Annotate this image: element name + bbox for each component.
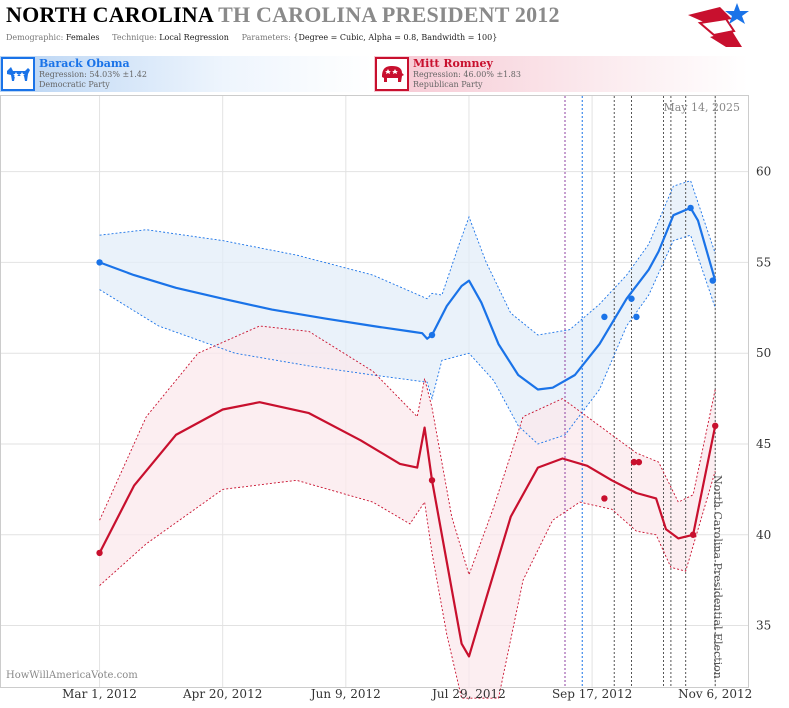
x-tick-label: Sep 17, 2012 xyxy=(552,687,632,701)
regression-line xyxy=(98,401,717,658)
confidence-bands xyxy=(99,180,716,699)
candidate-name: Barack Obama xyxy=(39,57,130,70)
x-tick-label: Apr 20, 2012 xyxy=(182,687,262,701)
poll-points xyxy=(96,204,719,557)
y-tick-label: 50 xyxy=(756,346,771,360)
donkey-icon xyxy=(1,57,35,91)
poll-point xyxy=(601,313,608,321)
candidate-regression: Regression: 54.03% ±1.42 xyxy=(39,70,147,79)
confidence-band xyxy=(99,326,716,699)
page-title: NORTH CAROLINA TH CAROLINA PRESIDENT 201… xyxy=(6,2,560,28)
regression-lines xyxy=(98,180,717,699)
candidate-party: Republican Party xyxy=(413,80,483,89)
poll-point xyxy=(628,295,635,302)
chart-header: NORTH CAROLINA TH CAROLINA PRESIDENT 201… xyxy=(0,0,750,50)
event-lines xyxy=(564,96,716,687)
technique-value: Local Regression xyxy=(159,33,229,42)
x-tick-label: Mar 1, 2012 xyxy=(62,687,137,701)
x-tick-label: Jul 29, 2012 xyxy=(430,687,506,701)
poll-point xyxy=(635,458,643,466)
x-tick-label: Jun 9, 2012 xyxy=(309,687,381,701)
poll-point xyxy=(712,422,719,430)
poll-point xyxy=(428,477,436,484)
poll-point xyxy=(428,331,436,339)
x-tick-label: Nov 6, 2012 xyxy=(678,687,752,701)
title-state: NORTH CAROLINA xyxy=(6,2,213,27)
axes: 35 40 45 50 55 60 Mar 1, 2012 Apr 20, 2012 Jun 9… xyxy=(62,165,771,701)
title-race: TH CAROLINA PRESIDENT 2012 xyxy=(218,2,560,27)
upper-bound-line xyxy=(99,180,716,336)
poll-point xyxy=(687,204,694,212)
regression-line xyxy=(99,206,717,391)
candidate-card-romney: Mitt Romney Regression: 46.00% ±1.83 Rep… xyxy=(374,56,748,92)
y-tick-label: 45 xyxy=(756,437,771,451)
regression-chart: 35 40 45 50 55 60 Mar 1, 2012 Apr 20, 2012 Jun 9… xyxy=(0,95,771,701)
upper-bound-line xyxy=(99,325,716,577)
poll-point xyxy=(601,495,608,502)
poll-point xyxy=(689,531,697,538)
y-tick-label: 60 xyxy=(756,165,771,179)
poll-point xyxy=(633,313,640,321)
y-tick-label: 40 xyxy=(756,528,771,542)
candidate-card-obama: Barack Obama Regression: 54.03% ±1.42 De… xyxy=(0,56,374,92)
watermark: HowWillAmericaVote.com xyxy=(6,670,138,681)
y-tick-label: 35 xyxy=(756,619,771,633)
vertical-label: North Carolina Presidential Election xyxy=(711,475,724,679)
technique-label: Technique: xyxy=(112,33,157,42)
candidate-party: Democratic Party xyxy=(39,80,110,89)
demographic-label: Demographic: xyxy=(6,33,64,42)
parameters-value: {Degree = Cubic, Alpha = 0.8, Bandwidth … xyxy=(293,33,498,42)
lower-bound-line xyxy=(99,234,716,445)
confidence-band xyxy=(99,180,716,444)
parameters-line: Demographic: Females Technique: Local Re… xyxy=(6,33,497,42)
demographic-value: Females xyxy=(65,33,100,42)
site-logo xyxy=(686,1,752,49)
candidate-regression: Regression: 46.00% ±1.83 xyxy=(413,70,521,79)
elephant-icon xyxy=(375,57,409,91)
y-tick-label: 55 xyxy=(756,255,771,269)
poll-point xyxy=(630,458,638,466)
poll-point xyxy=(96,259,103,266)
poll-point xyxy=(709,277,716,284)
star-flag-logo-icon xyxy=(688,3,749,47)
lower-bound-line xyxy=(99,471,716,699)
date-label: May 14, 2025 xyxy=(663,101,740,114)
chart-area: 35 40 45 50 55 60 Mar 1, 2012 Apr 20, 2012 Jun 9… xyxy=(0,95,789,704)
poll-point xyxy=(96,549,103,557)
parameters-label: Parameters: xyxy=(241,33,291,42)
candidate-name: Mitt Romney xyxy=(413,57,493,70)
